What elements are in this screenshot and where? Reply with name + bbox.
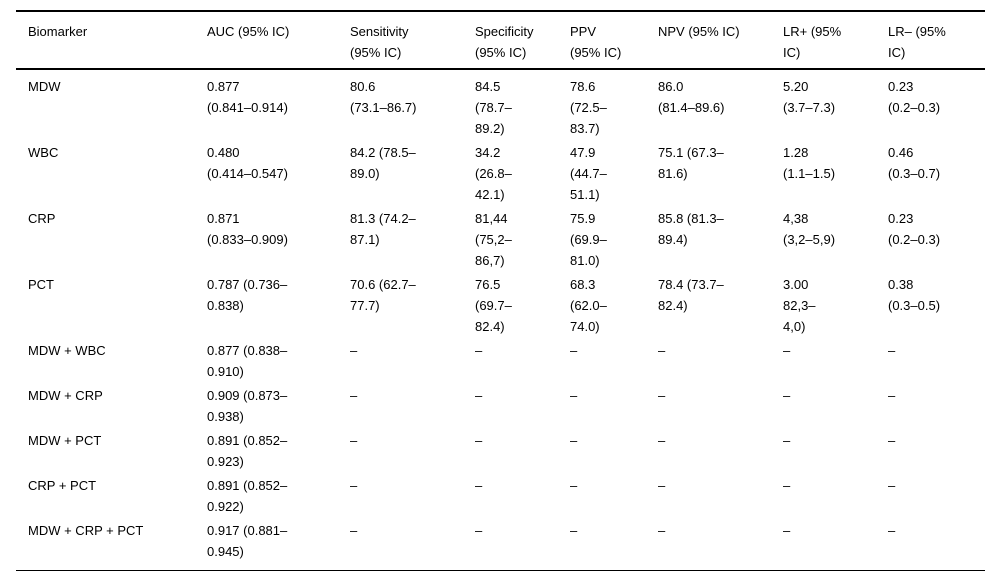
cell-specificity: 34.2 (26.8– 42.1) <box>475 145 512 202</box>
cell-lr-plus: – <box>783 388 791 403</box>
table-row-mdw-pct: MDW + PCT 0.891 (0.852– 0.923) – – – – –… <box>16 428 985 473</box>
cell-auc: 0.909 (0.873– 0.938) <box>207 388 288 424</box>
cell-auc: 0.917 (0.881– 0.945) <box>207 523 288 559</box>
cell-lr-minus: 0.38 (0.3–0.5) <box>888 277 941 313</box>
cell-lr-minus: 0.46 (0.3–0.7) <box>888 145 941 181</box>
cell-sensitivity: – <box>350 343 358 358</box>
cell-sensitivity: 70.6 (62.7– 77.7) <box>350 277 416 313</box>
cell-specificity: – <box>475 343 483 358</box>
cell-ppv: – <box>570 523 578 538</box>
column-header-lr-plus: LR+ (95% IC) <box>771 11 876 70</box>
cell-sensitivity: 81.3 (74.2– 87.1) <box>350 211 416 247</box>
cell-auc: 0.871 (0.833–0.909) <box>207 211 288 247</box>
column-header-ppv: PPV (95% IC) <box>558 11 646 70</box>
cell-auc: 0.891 (0.852– 0.922) <box>207 478 288 514</box>
table-row-mdw-crp-pct: MDW + CRP + PCT 0.917 (0.881– 0.945) – –… <box>16 518 985 571</box>
biomarker-performance-table: Biomarker AUC (95% IC) Sensitivity (95% … <box>16 10 985 571</box>
cell-specificity: – <box>475 388 483 403</box>
cell-ppv: – <box>570 433 578 448</box>
cell-npv: – <box>658 478 666 493</box>
cell-specificity: 84.5 (78.7– 89.2) <box>475 79 512 136</box>
cell-lr-minus: 0.23 (0.2–0.3) <box>888 211 941 247</box>
cell-lr-minus: – <box>888 523 896 538</box>
cell-specificity: 81,44 (75,2– 86,7) <box>475 211 512 268</box>
cell-auc: 0.877 (0.841–0.914) <box>207 79 288 115</box>
row-label: MDW + CRP + PCT <box>28 523 144 538</box>
cell-npv: 85.8 (81.3– 89.4) <box>658 211 724 247</box>
cell-npv: 78.4 (73.7– 82.4) <box>658 277 724 313</box>
cell-npv: 75.1 (67.3– 81.6) <box>658 145 724 181</box>
cell-ppv: 68.3 (62.0– 74.0) <box>570 277 607 334</box>
row-label: PCT <box>28 277 54 292</box>
cell-sensitivity: – <box>350 433 358 448</box>
cell-ppv: – <box>570 478 578 493</box>
cell-lr-plus: 5.20 (3.7–7.3) <box>783 79 836 115</box>
column-header-auc: AUC (95% IC) <box>195 11 338 70</box>
cell-lr-plus: – <box>783 343 791 358</box>
column-header-biomarker: Biomarker <box>16 11 195 70</box>
cell-ppv: 47.9 (44.7– 51.1) <box>570 145 607 202</box>
cell-ppv: 75.9 (69.9– 81.0) <box>570 211 607 268</box>
cell-auc: 0.891 (0.852– 0.923) <box>207 433 288 469</box>
cell-npv: – <box>658 433 666 448</box>
cell-lr-minus: – <box>888 388 896 403</box>
table-row-mdw-wbc: MDW + WBC 0.877 (0.838– 0.910) – – – – –… <box>16 338 985 383</box>
column-header-lr-minus: LR– (95% IC) <box>876 11 985 70</box>
cell-lr-minus: 0.23 (0.2–0.3) <box>888 79 941 115</box>
cell-specificity: – <box>475 433 483 448</box>
cell-specificity: – <box>475 478 483 493</box>
cell-lr-minus: – <box>888 433 896 448</box>
column-header-specificity: Specificity (95% IC) <box>463 11 558 70</box>
cell-lr-plus: 1.28 (1.1–1.5) <box>783 145 836 181</box>
cell-specificity: – <box>475 523 483 538</box>
cell-npv: – <box>658 343 666 358</box>
column-header-sensitivity: Sensitivity (95% IC) <box>338 11 463 70</box>
cell-ppv: 78.6 (72.5– 83.7) <box>570 79 607 136</box>
table-row-mdw: MDW 0.877 (0.841–0.914) 80.6 (73.1–86.7)… <box>16 69 985 140</box>
cell-npv: – <box>658 523 666 538</box>
cell-sensitivity: – <box>350 388 358 403</box>
cell-auc: 0.480 (0.414–0.547) <box>207 145 288 181</box>
table-row-crp-pct: CRP + PCT 0.891 (0.852– 0.922) – – – – –… <box>16 473 985 518</box>
table-row-crp: CRP 0.871 (0.833–0.909) 81.3 (74.2– 87.1… <box>16 206 985 272</box>
cell-lr-plus: – <box>783 478 791 493</box>
table-row-mdw-crp: MDW + CRP 0.909 (0.873– 0.938) – – – – –… <box>16 383 985 428</box>
cell-npv: – <box>658 388 666 403</box>
row-label: MDW <box>28 79 61 94</box>
cell-auc: 0.787 (0.736– 0.838) <box>207 277 288 313</box>
cell-auc: 0.877 (0.838– 0.910) <box>207 343 288 379</box>
row-label: MDW + WBC <box>28 343 106 358</box>
cell-lr-plus: – <box>783 523 791 538</box>
row-label: MDW + CRP <box>28 388 103 403</box>
cell-sensitivity: – <box>350 478 358 493</box>
header-row: Biomarker AUC (95% IC) Sensitivity (95% … <box>16 11 985 70</box>
row-label: WBC <box>28 145 59 160</box>
table-row-wbc: WBC 0.480 (0.414–0.547) 84.2 (78.5– 89.0… <box>16 140 985 206</box>
row-label: MDW + PCT <box>28 433 102 448</box>
cell-npv: 86.0 (81.4–89.6) <box>658 79 725 115</box>
cell-lr-minus: – <box>888 343 896 358</box>
cell-sensitivity: – <box>350 523 358 538</box>
row-label: CRP + PCT <box>28 478 97 493</box>
cell-sensitivity: 84.2 (78.5– 89.0) <box>350 145 416 181</box>
cell-sensitivity: 80.6 (73.1–86.7) <box>350 79 417 115</box>
cell-specificity: 76.5 (69.7– 82.4) <box>475 277 512 334</box>
cell-lr-plus: 3.00 82,3– 4,0) <box>783 277 816 334</box>
table-row-pct: PCT 0.787 (0.736– 0.838) 70.6 (62.7– 77.… <box>16 272 985 338</box>
cell-ppv: – <box>570 388 578 403</box>
cell-ppv: – <box>570 343 578 358</box>
cell-lr-plus: – <box>783 433 791 448</box>
cell-lr-minus: – <box>888 478 896 493</box>
row-label: CRP <box>28 211 56 226</box>
column-header-npv: NPV (95% IC) <box>646 11 771 70</box>
cell-lr-plus: 4,38 (3,2–5,9) <box>783 211 836 247</box>
